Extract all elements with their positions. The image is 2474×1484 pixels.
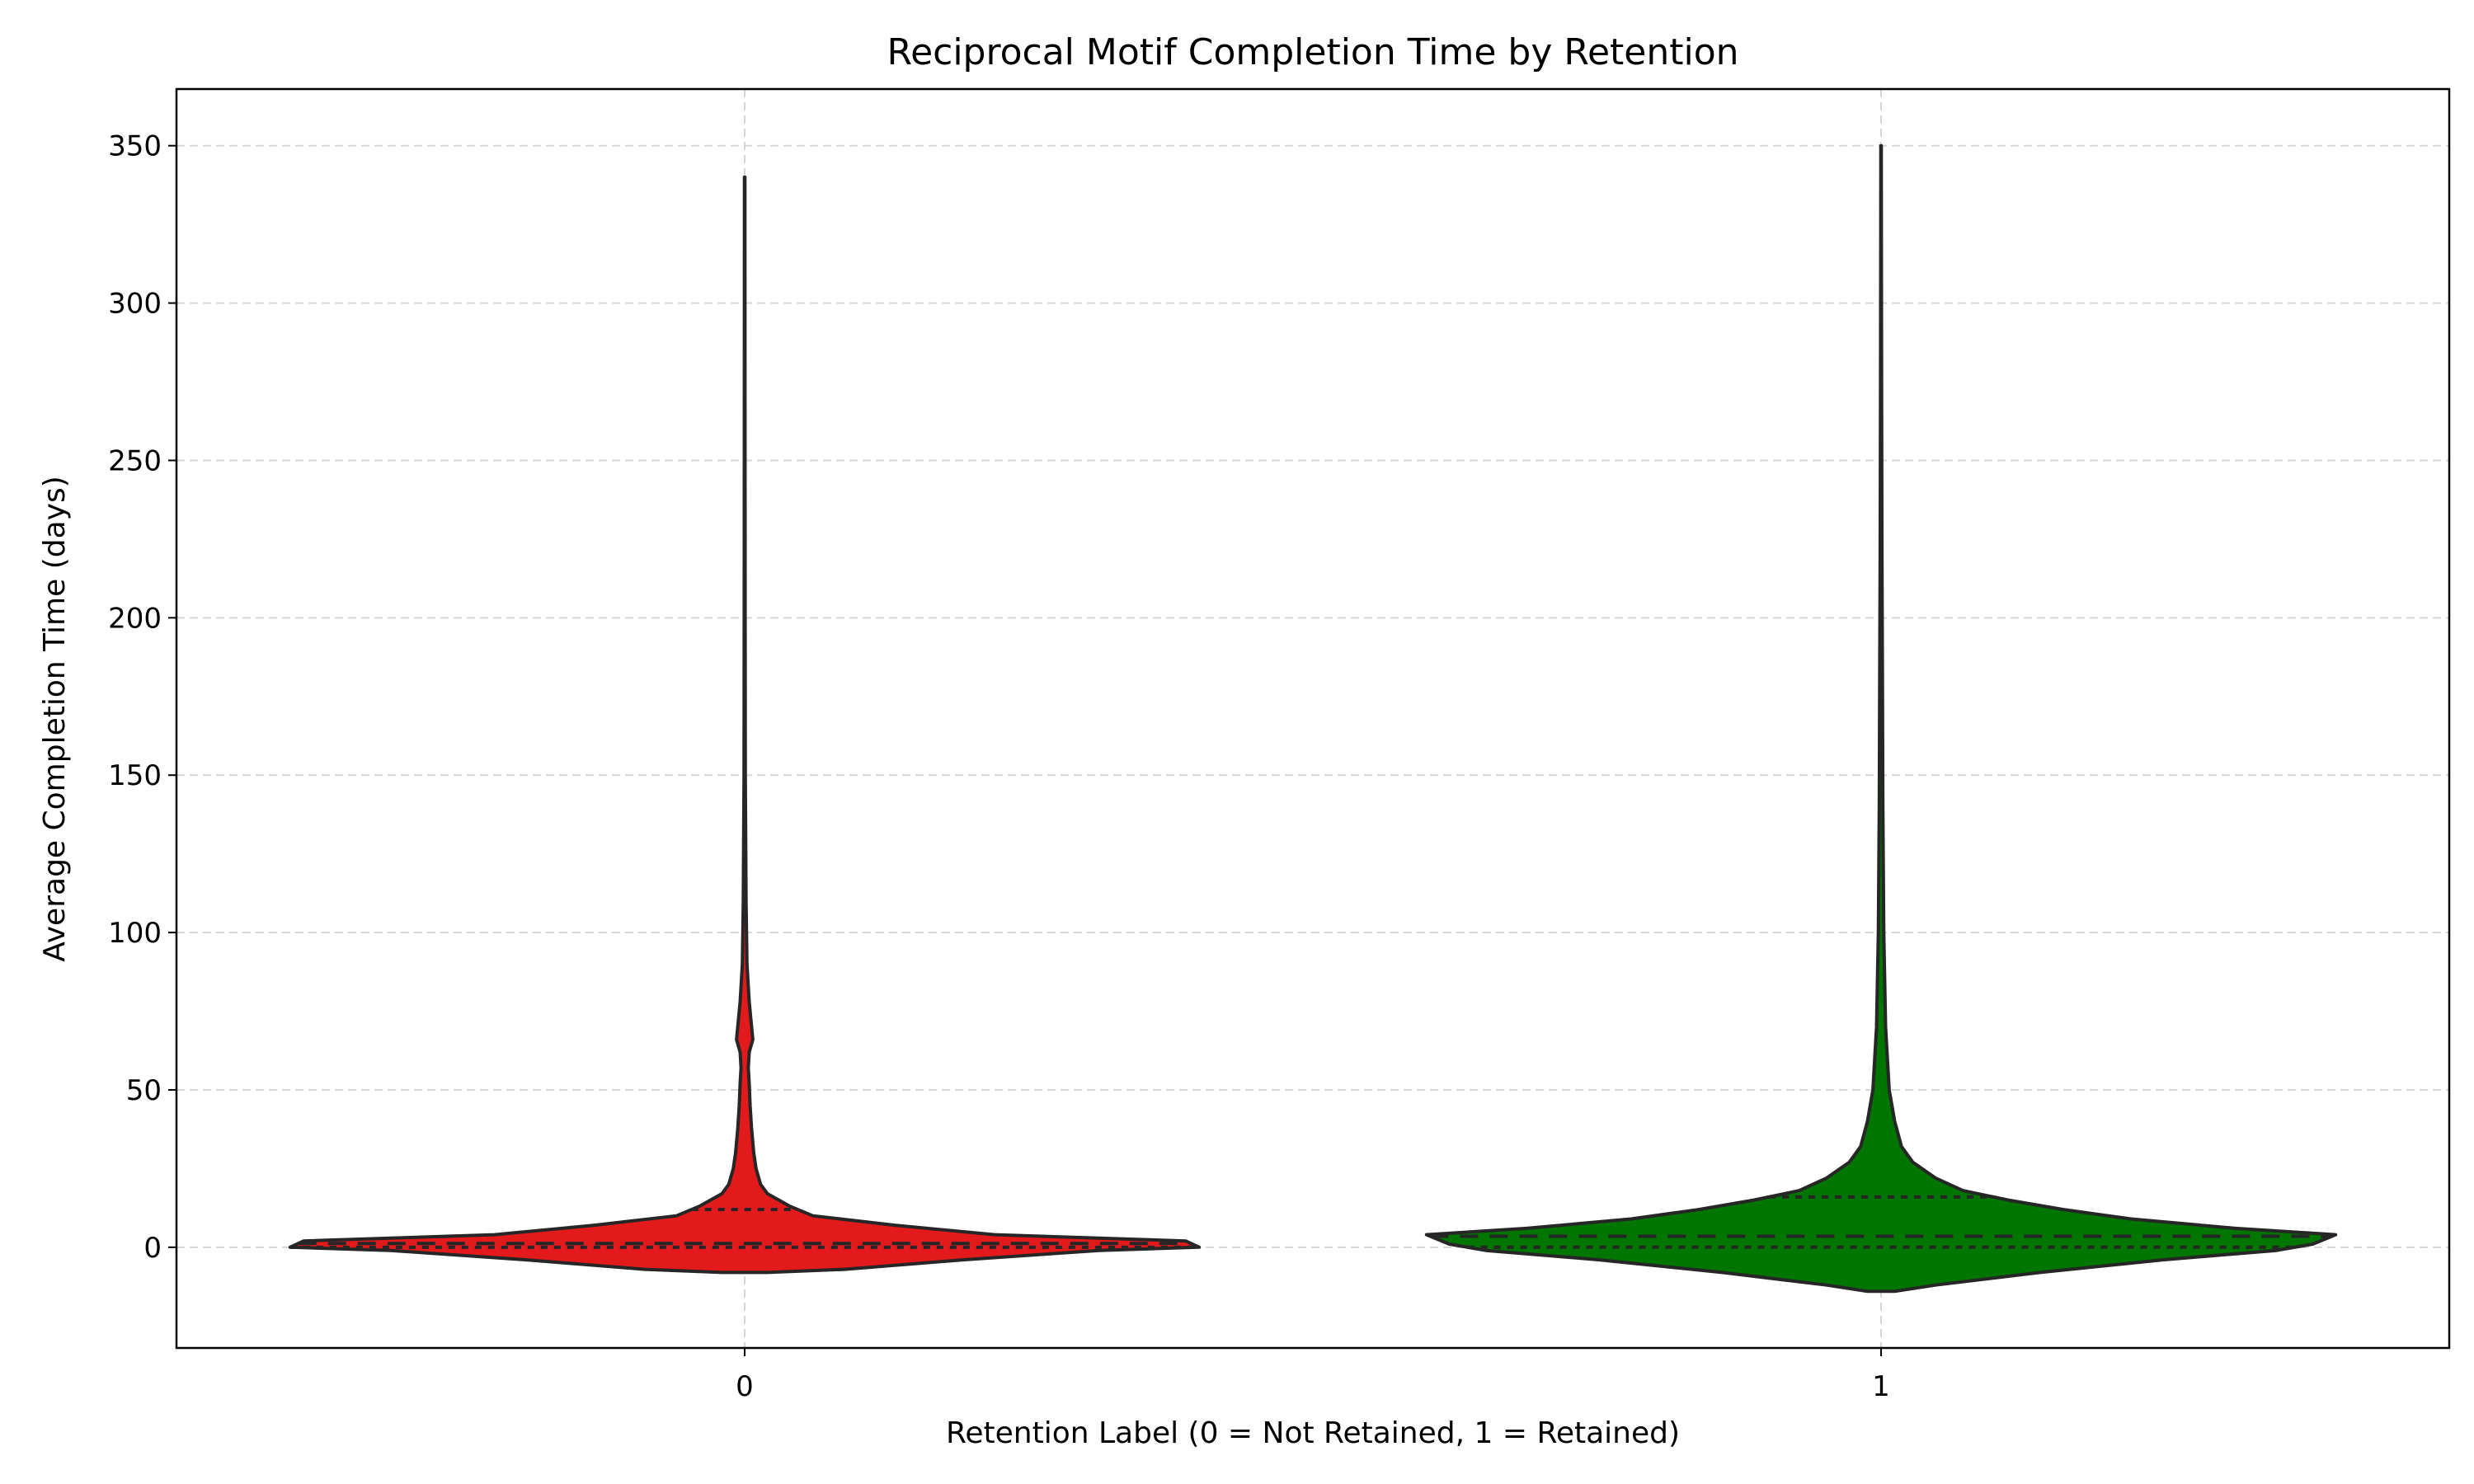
violin-body-0	[288, 175, 1202, 1275]
x-axis-title: Retention Label (0 = Not Retained, 1 = R…	[946, 1416, 1680, 1450]
plot-violins	[288, 143, 2338, 1294]
y-tick-label: 50	[126, 1074, 162, 1107]
y-axis: 0 50 100 150 200 250 300 350	[108, 130, 176, 1265]
y-tick-label: 350	[108, 130, 162, 163]
y-tick-label: 300	[108, 288, 162, 321]
chart-title: Reciprocal Motif Completion Time by Rete…	[887, 31, 1738, 73]
violin-body-1	[1424, 143, 2338, 1294]
y-tick-label: 100	[108, 917, 162, 950]
x-tick-label: 0	[736, 1370, 754, 1403]
y-axis-title: Average Completion Time (days)	[38, 476, 72, 962]
y-tick-label: 150	[108, 759, 162, 792]
x-tick-label: 1	[1872, 1370, 1890, 1403]
y-tick-label: 200	[108, 602, 162, 635]
y-tick-label: 250	[108, 444, 162, 477]
y-tick-label: 0	[143, 1232, 162, 1265]
plot-frame	[175, 87, 2451, 1350]
